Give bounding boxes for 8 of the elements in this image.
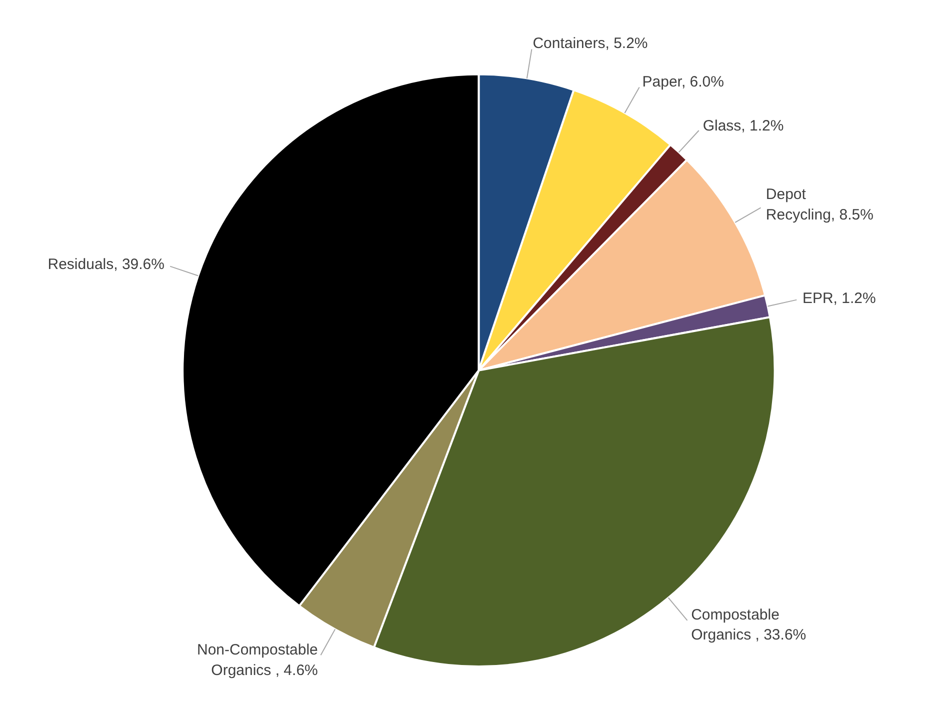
slice-label: Glass, 1.2% bbox=[702, 118, 784, 135]
slice-label: Compostable Organics , 33.6% bbox=[691, 606, 806, 644]
slice-label: EPR, 1.2% bbox=[802, 290, 876, 308]
slice-label: Containers, 5.2% bbox=[532, 34, 648, 52]
slice-label: Residuals, 39.6% bbox=[48, 256, 164, 273]
slice-label: Depot Recycling, 8.5% bbox=[766, 186, 874, 224]
slice-label: Non-Compostable Organics , 4.6% bbox=[196, 642, 318, 679]
slice-label: Paper, 6.0% bbox=[642, 74, 724, 91]
